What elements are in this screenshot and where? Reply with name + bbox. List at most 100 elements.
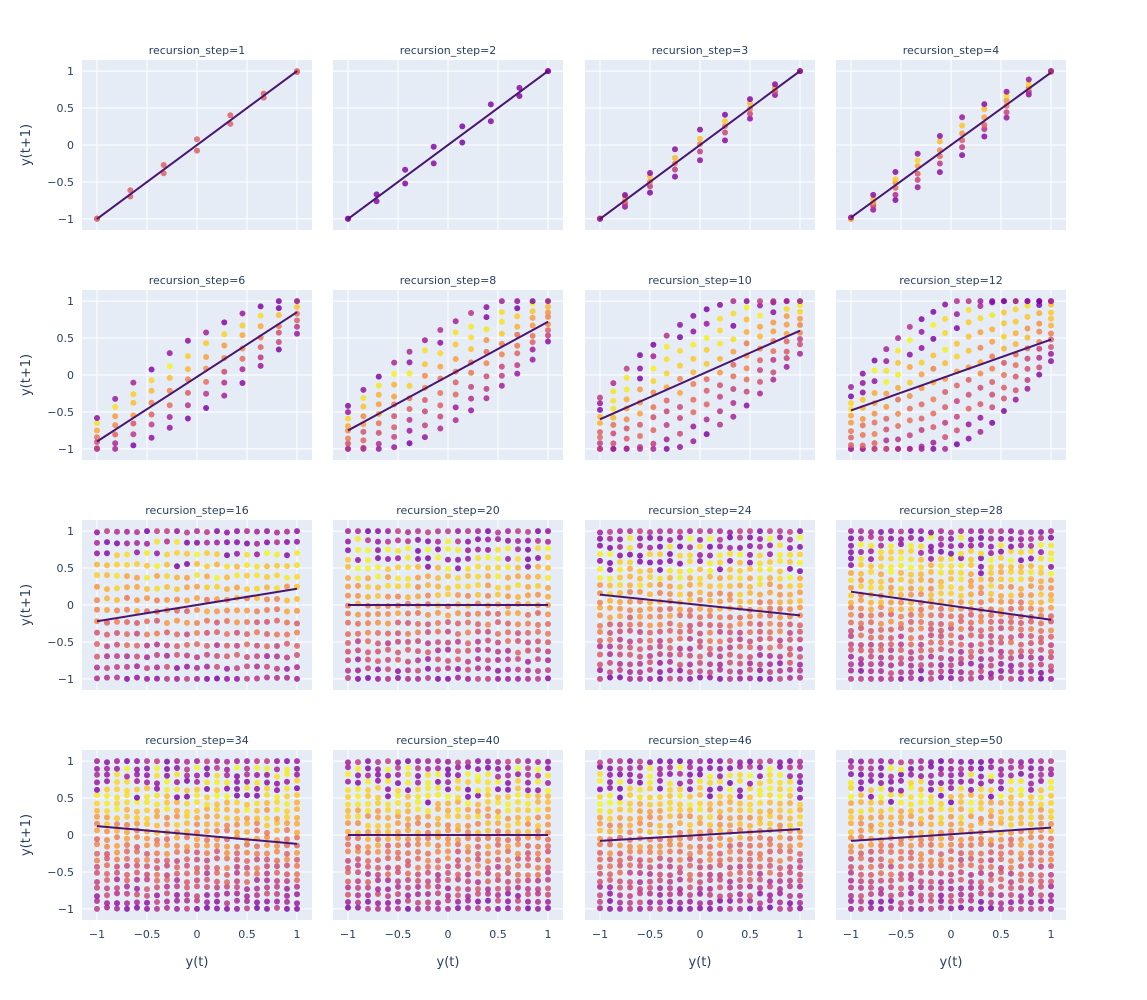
scatter-point <box>597 841 603 848</box>
scatter-point <box>757 644 763 651</box>
scatter-point <box>254 876 260 883</box>
scatter-point <box>936 133 943 140</box>
scatter-point <box>697 814 703 821</box>
scatter-point <box>978 800 984 807</box>
scatter-point <box>667 574 673 581</box>
scatter-point <box>221 368 228 375</box>
scatter-point <box>650 378 657 385</box>
scatter-point <box>948 584 954 591</box>
scatter-point <box>928 591 934 598</box>
scatter-point <box>275 329 282 336</box>
scatter-point <box>607 621 613 628</box>
scatter-point <box>1048 584 1054 591</box>
scatter-point <box>134 815 140 822</box>
scatter-point <box>1038 814 1044 821</box>
scatter-point <box>878 828 884 835</box>
scatter-point <box>134 808 140 815</box>
scatter-point <box>514 331 521 338</box>
scatter-point <box>906 379 913 386</box>
scatter-point <box>848 400 854 407</box>
scatter-point <box>264 771 270 778</box>
scatter-point <box>104 828 110 835</box>
scatter-point <box>617 628 623 635</box>
scatter-point <box>244 870 250 877</box>
scatter-point <box>405 554 411 561</box>
scatter-point <box>415 829 421 836</box>
scatter-point <box>375 658 381 665</box>
scatter-point <box>184 856 190 863</box>
scatter-point <box>687 871 693 878</box>
scatter-point <box>445 813 451 820</box>
scatter-point <box>515 546 521 553</box>
scatter-point <box>1038 834 1044 841</box>
scatter-point <box>787 528 793 535</box>
scatter-point <box>898 660 904 667</box>
scatter-point <box>918 606 924 613</box>
scatter-point <box>647 582 653 589</box>
scatter-point <box>998 660 1004 667</box>
scatter-point <box>254 856 260 863</box>
scatter-point <box>697 558 703 565</box>
scatter-point <box>918 571 924 578</box>
scatter-point <box>124 835 130 842</box>
scatter-point <box>687 652 693 659</box>
scatter-point <box>475 563 481 570</box>
scatter-point <box>421 361 428 368</box>
scatter-point <box>767 589 773 596</box>
scatter-point <box>617 899 623 906</box>
scatter-point <box>452 417 459 424</box>
scatter-point <box>757 636 763 643</box>
scatter-point <box>936 160 943 167</box>
scatter-point <box>495 814 501 821</box>
scatter-point <box>647 844 653 851</box>
scatter-point <box>737 848 743 855</box>
scatter-point <box>627 778 633 785</box>
scatter-point <box>968 807 974 814</box>
scatter-point <box>697 596 703 603</box>
scatter-point <box>465 629 471 636</box>
scatter-point <box>385 778 391 785</box>
scatter-point <box>535 798 541 805</box>
scatter-point <box>858 814 864 821</box>
scatter-point <box>978 864 984 871</box>
scatter-point <box>787 848 793 855</box>
scatter-point <box>948 668 954 675</box>
scatter-point <box>452 341 459 348</box>
scatter-point <box>730 336 737 343</box>
scatter-point <box>627 862 633 869</box>
scatter-point <box>1028 786 1034 793</box>
scatter-point <box>597 763 603 770</box>
scatter-point <box>707 645 713 652</box>
scatter-point <box>888 654 894 661</box>
scatter-point <box>707 661 713 668</box>
scatter-point <box>164 596 170 603</box>
scatter-point <box>455 794 461 801</box>
scatter-point <box>647 567 653 574</box>
scatter-point <box>998 892 1004 899</box>
scatter-point <box>174 877 180 884</box>
scatter-point <box>647 773 653 780</box>
scatter-point <box>687 856 693 863</box>
scatter-point <box>144 654 150 661</box>
scatter-point <box>1012 387 1019 394</box>
scatter-point <box>405 658 411 665</box>
scatter-point <box>1028 625 1034 632</box>
scatter-point <box>888 611 894 618</box>
scatter-point <box>848 646 854 653</box>
scatter-point <box>284 758 290 765</box>
scatter-point <box>204 870 210 877</box>
scatter-point <box>767 758 773 765</box>
scatter-point <box>898 808 904 815</box>
scatter-point <box>888 848 894 855</box>
scatter-point <box>848 535 854 542</box>
scatter-point <box>848 562 854 569</box>
scatter-point <box>385 786 391 793</box>
scatter-point <box>959 144 966 151</box>
scatter-point <box>998 653 1004 660</box>
scatter-point <box>1038 820 1044 827</box>
scatter-point <box>908 890 914 897</box>
scatter-point <box>757 323 763 330</box>
scatter-point <box>677 552 683 559</box>
scatter-point <box>515 621 521 628</box>
scatter-point <box>545 675 551 682</box>
